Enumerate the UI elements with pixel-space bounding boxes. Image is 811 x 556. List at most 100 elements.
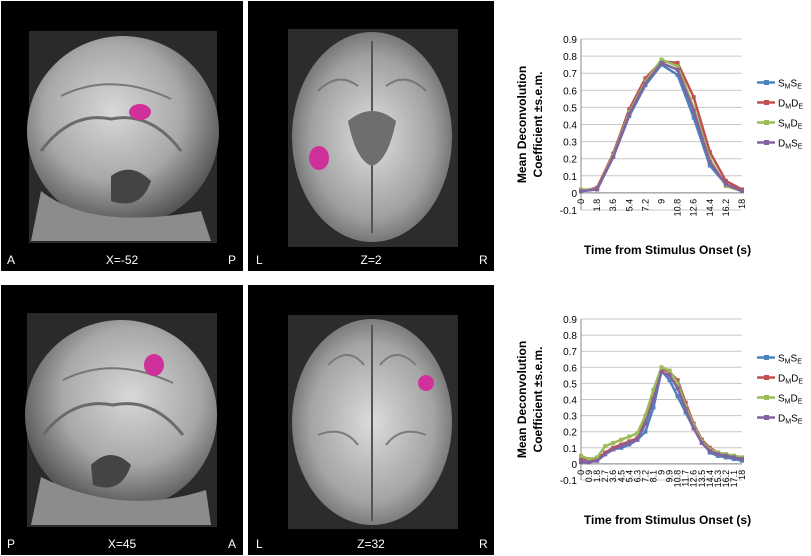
x-tick-label: 11.7 (681, 470, 691, 487)
brain-panel-axial-top: L Z=2 R (248, 1, 494, 271)
x-tick-label: 18 (737, 199, 747, 209)
data-point-DMDE (643, 76, 648, 81)
legend-entry-SMDE: SMDE (757, 119, 803, 131)
brain-panel-sagittal-bottom: P X=45 A (1, 285, 243, 555)
data-point-DMSE (587, 460, 592, 465)
x-tick-label: 0.9 (584, 470, 594, 483)
data-point-SMSE (643, 429, 648, 434)
data-point-DMSE (643, 421, 648, 426)
legend-label: DMDE (778, 374, 803, 386)
y-tick-label: 0.5 (563, 103, 577, 114)
x-tick-label: 7.2 (640, 199, 650, 212)
legend-label: SMSE (778, 79, 802, 91)
data-point-DMSE (595, 187, 600, 192)
data-point-DMSE (723, 453, 728, 458)
orientation-label-right: P (228, 253, 237, 267)
orientation-label-left: A (7, 253, 16, 267)
data-point-DMSE (595, 458, 600, 463)
orientation-label-left: P (7, 537, 16, 551)
data-point-DMSE (707, 449, 712, 454)
series-line-SMSE (580, 367, 743, 464)
x-tick-label: 17.1 (729, 470, 739, 488)
data-point-DMSE (619, 444, 624, 449)
legend-entry-SMDE: SMDE (757, 394, 803, 406)
orientation-label-left: L (256, 253, 263, 267)
activation-blob (129, 104, 151, 120)
data-point-SMDE (611, 440, 616, 445)
data-point-DMDE (675, 378, 680, 383)
y-axis-label: Coefficient ±s.e.m. (531, 347, 545, 453)
data-point-DMSE (627, 112, 632, 117)
data-point-DMSE (740, 189, 744, 194)
data-point-SMSE (667, 378, 672, 383)
data-point-SMDE (635, 431, 640, 436)
orientation-label-right: A (228, 537, 237, 551)
data-point-SMDE (667, 368, 672, 373)
y-tick-label: 0.8 (563, 331, 577, 342)
data-point-DMSE (691, 426, 696, 431)
data-point-SMDE (659, 57, 664, 62)
x-tick-label: 15.3 (713, 470, 723, 488)
brain-axial-image (288, 29, 458, 247)
data-point-DMSE (635, 437, 640, 442)
data-point-DMDE (627, 107, 632, 112)
x-tick-label: 8.1 (648, 470, 658, 483)
y-tick-label: -0.1 (560, 206, 578, 217)
x-tick-label: 16.2 (721, 199, 731, 217)
x-tick-label: 2.7 (600, 470, 610, 483)
y-tick-label: 0.6 (563, 86, 577, 97)
y-tick-label: 0.6 (563, 363, 577, 374)
orientation-label-right: R (479, 253, 488, 267)
data-point-DMSE (579, 460, 583, 465)
data-point-DMSE (675, 67, 680, 72)
data-point-DMSE (627, 440, 632, 445)
series-line-DMSE (580, 61, 743, 193)
orientation-label-right: R (479, 537, 488, 551)
x-tick-label: 0 (576, 199, 586, 204)
data-point-DMSE (715, 452, 720, 457)
legend-label: SMDE (778, 394, 803, 406)
x-tick-label: 5.4 (624, 199, 634, 212)
brain-sagittal-image (25, 313, 217, 527)
brain-panel-axial-bottom: L Z=32 R (248, 285, 494, 555)
data-point-SMDE (595, 455, 600, 460)
series-line-DMSE (581, 370, 743, 464)
legend-label: SMDE (778, 119, 803, 131)
activation-blob (144, 354, 164, 376)
y-tick-label: 0 (571, 189, 577, 200)
y-tick-label: 0.9 (563, 35, 577, 46)
legend-label: DMDE (778, 99, 803, 111)
x-tick-label: 3.6 (608, 199, 618, 212)
data-point-DMSE (611, 154, 616, 159)
data-point-DMSE (731, 455, 736, 460)
y-tick-label: 0.4 (563, 396, 577, 407)
data-point-DMSE (675, 386, 680, 391)
brain-panel-sagittal-top: A X=-52 P (1, 1, 243, 271)
data-point-DMSE (667, 373, 672, 378)
legend-marker (764, 100, 769, 105)
legend-marker (764, 355, 769, 360)
data-point-SMSE (675, 394, 680, 399)
legend-label: DMSE (778, 414, 803, 426)
y-tick-label: 0.3 (563, 412, 577, 423)
data-point-SMSE (707, 163, 712, 168)
x-tick-label: 4.5 (616, 470, 626, 483)
x-tick-label: 12.6 (689, 199, 699, 217)
legend-entry-DMSE: DMSE (757, 139, 803, 151)
data-point-DMDE (723, 178, 728, 183)
x-tick-label: 3.6 (608, 470, 618, 483)
x-tick-label: 1.8 (592, 470, 602, 483)
y-tick-label: 0.4 (563, 121, 577, 132)
activation-blob (309, 146, 329, 170)
x-tick-label: 10.8 (673, 199, 683, 217)
slice-coordinate: Z=2 (360, 253, 382, 267)
y-tick-label: 0.5 (563, 379, 577, 390)
x-tick-label: 5.4 (624, 470, 634, 483)
y-tick-label: -0.1 (560, 476, 578, 487)
x-tick-label: 7.2 (640, 470, 650, 483)
x-tick-label: 6.3 (632, 470, 642, 483)
x-axis-label: Time from Stimulus Onset (s) (584, 243, 751, 257)
data-point-SMDE (643, 413, 648, 418)
line-chart-bottom: -0.100.10.20.30.40.50.60.70.80.900.91.82… (515, 315, 803, 527)
legend-entry-DMDE: DMDE (757, 99, 803, 111)
